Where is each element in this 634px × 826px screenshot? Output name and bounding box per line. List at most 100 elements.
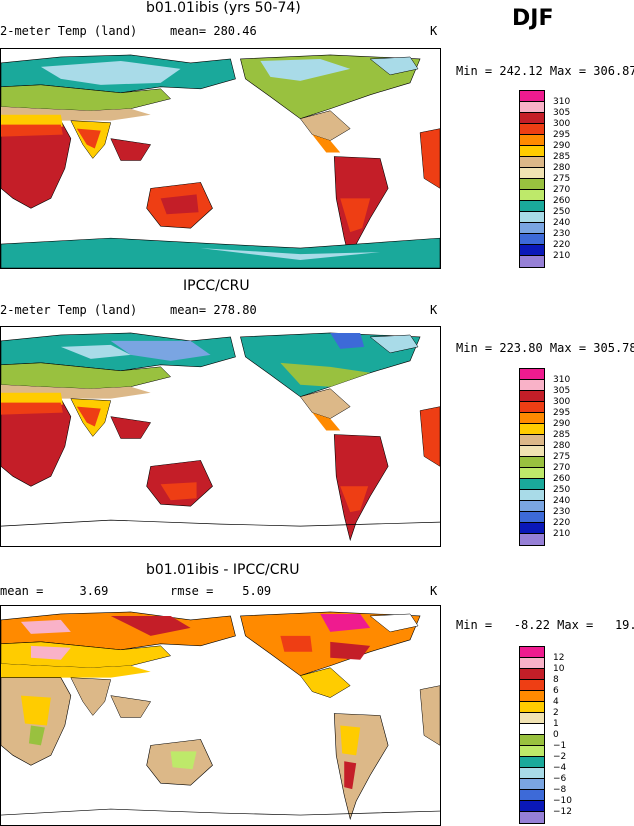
- colorbar-swatch: [520, 457, 544, 468]
- colorbar-label: 230: [553, 507, 571, 517]
- colorbar-label: 280: [553, 441, 571, 451]
- colorbar-label: 280: [553, 163, 571, 173]
- panel3-minmax: Min = -8.22 Max = 19.06: [456, 618, 634, 632]
- panel3-map: [0, 605, 441, 826]
- colorbar-swatch: [520, 124, 544, 135]
- colorbar-label: 250: [553, 485, 571, 495]
- colorbar-swatch: [520, 724, 544, 735]
- colorbar-swatch: [520, 234, 544, 245]
- colorbar-swatch: [520, 479, 544, 490]
- colorbar-swatch: [520, 402, 544, 413]
- colorbar-swatch: [520, 435, 544, 446]
- panel2-title: IPCC/CRU: [183, 278, 250, 294]
- colorbar-swatch: [520, 113, 544, 124]
- colorbar-label: 285: [553, 430, 571, 440]
- colorbar-label: 220: [553, 240, 571, 250]
- colorbar-swatch: [520, 801, 544, 812]
- colorbar-swatch: [520, 768, 544, 779]
- colorbar-swatch: [520, 702, 544, 713]
- colorbar-swatch: [520, 446, 544, 457]
- colorbar-swatch: [520, 201, 544, 212]
- colorbar-label: −2: [553, 752, 567, 762]
- panel3-map-canvas: [1, 611, 440, 821]
- colorbar-label: 305: [553, 386, 571, 396]
- colorbar-swatch: [520, 790, 544, 801]
- panel3-units: K: [430, 584, 438, 598]
- colorbar-label: 295: [553, 130, 571, 140]
- colorbar-swatch: [520, 512, 544, 523]
- colorbar-label: 270: [553, 463, 571, 473]
- colorbar-swatch: [520, 812, 544, 823]
- colorbar-label: 275: [553, 452, 571, 462]
- colorbar-label: 240: [553, 496, 571, 506]
- colorbar-label: 310: [553, 375, 571, 385]
- colorbar-swatch: [520, 757, 544, 768]
- colorbar-swatch: [520, 157, 544, 168]
- colorbar-label: 210: [553, 251, 571, 261]
- panel2-colorbar: [519, 368, 545, 546]
- colorbar-swatch: [520, 91, 544, 102]
- colorbar-swatch: [520, 135, 544, 146]
- panel1-mean: mean= 280.46: [170, 24, 257, 38]
- panel1-units: K: [430, 24, 438, 38]
- season-label: DJF: [512, 6, 554, 31]
- panel1-map: [0, 48, 441, 269]
- colorbar-label: 1: [553, 719, 559, 729]
- colorbar-swatch: [520, 746, 544, 757]
- colorbar-label: 0: [553, 730, 559, 740]
- colorbar-swatch: [520, 256, 544, 267]
- colorbar-swatch: [520, 468, 544, 479]
- colorbar-label: 6: [553, 686, 559, 696]
- colorbar-label: 230: [553, 229, 571, 239]
- colorbar-swatch: [520, 245, 544, 256]
- colorbar-swatch: [520, 691, 544, 702]
- colorbar-label: 4: [553, 697, 559, 707]
- colorbar-label: 305: [553, 108, 571, 118]
- panel3-title: b01.01ibis - IPCC/CRU: [146, 562, 300, 578]
- colorbar-label: 260: [553, 196, 571, 206]
- colorbar-swatch: [520, 391, 544, 402]
- panel2-variable-label: 2-meter Temp (land): [0, 303, 138, 317]
- colorbar-swatch: [520, 424, 544, 435]
- colorbar-swatch: [520, 413, 544, 424]
- panel2-minmax: Min = 223.80 Max = 305.78: [456, 341, 634, 355]
- colorbar-label: −6: [553, 774, 567, 784]
- colorbar-swatch: [520, 212, 544, 223]
- panel3-rmse: rmse = 5.09: [170, 584, 272, 598]
- colorbar-label: 2: [553, 708, 559, 718]
- colorbar-swatch: [520, 658, 544, 669]
- colorbar-swatch: [520, 490, 544, 501]
- colorbar-swatch: [520, 647, 544, 658]
- colorbar-label: 220: [553, 518, 571, 528]
- panel1-title: b01.01ibis (yrs 50-74): [146, 0, 301, 16]
- colorbar-swatch: [520, 190, 544, 201]
- panel1-minmax: Min = 242.12 Max = 306.87: [456, 64, 634, 78]
- colorbar-label: 10: [553, 664, 565, 674]
- colorbar-label: 290: [553, 141, 571, 151]
- colorbar-label: 310: [553, 97, 571, 107]
- panel2-units: K: [430, 303, 438, 317]
- colorbar-label: −1: [553, 741, 567, 751]
- colorbar-label: 12: [553, 653, 565, 663]
- colorbar-label: 260: [553, 474, 571, 484]
- colorbar-swatch: [520, 779, 544, 790]
- panel3-colorbar: [519, 646, 545, 824]
- colorbar-swatch: [520, 680, 544, 691]
- colorbar-swatch: [520, 179, 544, 190]
- colorbar-swatch: [520, 523, 544, 534]
- colorbar-label: 250: [553, 207, 571, 217]
- panel1-map-canvas: [1, 54, 440, 268]
- panel2-map-canvas: [1, 332, 440, 542]
- colorbar-swatch: [520, 168, 544, 179]
- colorbar-label: 300: [553, 119, 571, 129]
- colorbar-label: 300: [553, 397, 571, 407]
- colorbar-swatch: [520, 369, 544, 380]
- colorbar-label: 240: [553, 218, 571, 228]
- panel3-mean: mean = 3.69: [0, 584, 109, 598]
- colorbar-label: 8: [553, 675, 559, 685]
- colorbar-swatch: [520, 501, 544, 512]
- colorbar-swatch: [520, 534, 544, 545]
- colorbar-label: −10: [553, 796, 572, 806]
- colorbar-swatch: [520, 146, 544, 157]
- colorbar-swatch: [520, 669, 544, 680]
